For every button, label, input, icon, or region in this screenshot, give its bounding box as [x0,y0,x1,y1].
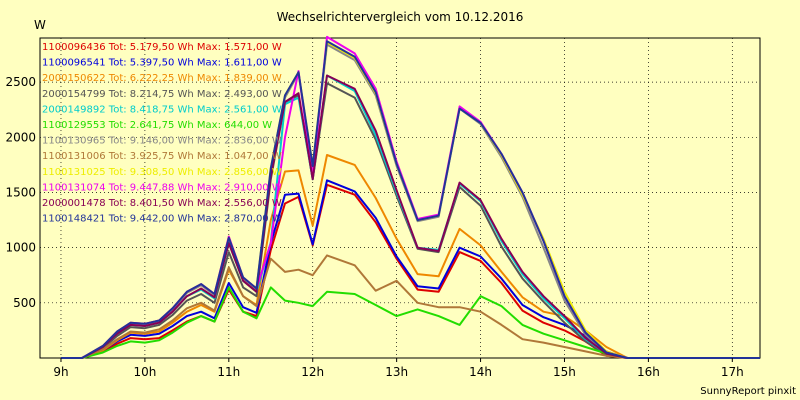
y-tick-label: 2500 [5,75,36,89]
legend-entry-2000149892: 2000149892 Tot: 8.418,75 Wh Max: 2.561,0… [42,104,282,115]
y-tick-label: 500 [13,296,36,310]
x-tick-label: 15h [553,365,576,379]
series-lines [61,35,760,359]
legend-entry-1100131025: 1100131025 Tot: 9.308,50 Wh Max: 2.856,0… [42,167,282,178]
legend-entry-1100096541: 1100096541 Tot: 5.397,50 Wh Max: 1.611,0… [42,58,282,69]
x-tick-label: 9h [53,365,68,379]
credit-text: SunnyReport pinxit [700,386,796,397]
series-line-2000150622 [61,154,760,359]
axes: 500 1000 1500 2000 2500 9h 10h 11h 12h 13h 14h 15h 1… [5,75,743,379]
legend-entry-1100096436: 1100096436 Tot: 5.179,50 Wh Max: 1.571,0… [42,42,282,53]
legend-entry-1100131006: 1100131006 Tot: 3.925,75 Wh Max: 1.047,0… [42,151,282,162]
x-tick-label: 16h [637,365,660,379]
x-tick-label: 10h [133,365,156,379]
grid [40,38,760,358]
legend-entry-2000154799: 2000154799 Tot: 8.214,75 Wh Max: 2.493,0… [42,89,282,100]
legend-entry-1100131074: 1100131074 Tot: 9.447,88 Wh Max: 2.910,0… [42,182,282,193]
x-tick-label: 11h [217,365,240,379]
legend-entry-1100130965: 1100130965 Tot: 9.146,00 Wh Max: 2.836,0… [42,136,282,147]
y-tick-label: 1500 [5,185,36,199]
legend-entry-1100129553: 1100129553 Tot: 2.641,75 Wh Max: 644,00 … [42,120,272,131]
y-axis-label: W [34,18,46,32]
x-tick-label: 13h [385,365,408,379]
x-tick-label: 14h [469,365,492,379]
legend-entry-2000150622: 2000150622 Tot: 6.222,25 Wh Max: 1.839,0… [42,73,282,84]
x-tick-label: 17h [721,365,744,379]
y-tick-label: 1000 [5,241,36,255]
legend-entry-2000001478: 2000001478 Tot: 8.401,50 Wh Max: 2.556,0… [42,198,282,209]
legend-entry-1100148421: 1100148421 Tot: 9.442,00 Wh Max: 2.870,0… [42,214,282,225]
y-tick-label: 2000 [5,130,36,144]
legend: 1100096436 Tot: 5.179,50 Wh Max: 1.571,0… [42,42,282,225]
chart-title: Wechselrichtervergleich vom 10.12.2016 [277,10,524,24]
x-tick-label: 12h [301,365,324,379]
series-line-1100148421 [61,40,760,359]
